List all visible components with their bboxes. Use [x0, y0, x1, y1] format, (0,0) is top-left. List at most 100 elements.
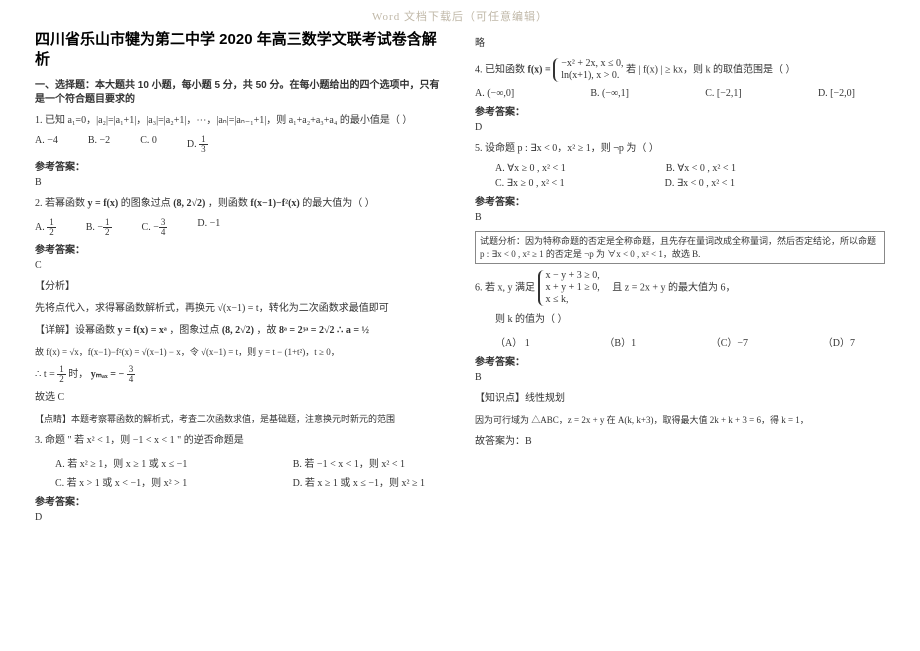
- answer-label: 参考答案：: [35, 241, 445, 256]
- q5-answer: B: [475, 212, 885, 223]
- q1-opt-d-label: D.: [187, 139, 197, 150]
- q4-opt-c: C. [−2,1]: [705, 88, 741, 99]
- q2-options: A. 12 B. −12 C. −34 D. −1: [35, 218, 445, 237]
- q6-opt-a: （A） 1: [495, 334, 530, 349]
- q1-answer: B: [35, 177, 445, 188]
- q2-opt-d: D. −1: [197, 218, 220, 237]
- piece-1: −x² + 2x, x ≤ 0,: [561, 58, 623, 70]
- left-column: 四川省乐山市犍为第二中学 2020 年高三数学文联考试卷含解析 一、选择题：本大…: [20, 30, 460, 531]
- q6-solution-2: 故答案为：B: [475, 434, 885, 450]
- formula: yₘₐₓ = −: [91, 369, 124, 380]
- q2-formula-1: y = f(x): [88, 198, 119, 209]
- fraction-icon: 34: [127, 365, 136, 384]
- constraint-1: x − y + 3 ≥ 0,: [546, 270, 600, 282]
- question-2: 2. 若幂函数 y = f(x) 的图象过点 (8, 2√2) ，则函数 f(x…: [35, 196, 445, 212]
- q3-opt-b: B. 若 −1 < x < 1，则 x² < 1: [293, 455, 445, 470]
- question-3: 3. 命题 " 若 x² < 1，则 −1 < x < 1 " 的逆否命题是: [35, 433, 445, 449]
- q5-opt-c: C. ∃x ≥ 0 , x² < 1: [495, 178, 565, 189]
- q2-line4: ∴ t = 12 时， yₘₐₓ = − 34: [35, 365, 445, 384]
- knowledge-point: 【知识点】线性规划: [475, 391, 885, 407]
- q6-answer: B: [475, 372, 885, 383]
- q4-func: f(x) =: [528, 64, 551, 75]
- answer-label: 参考答案：: [475, 193, 885, 208]
- q4-tail: 若 | f(x) | ≥ kx，则 k 的取值范围是（ ）: [626, 64, 795, 75]
- q2-formula-3: f(x−1)−f²(x): [250, 198, 299, 209]
- q2-conclusion: 故选 C: [35, 390, 445, 406]
- q1-options: A. −4 B. −2 C. 0 D. 1 3: [35, 135, 445, 154]
- fraction-icon: 1 3: [199, 135, 208, 154]
- opt-label: C.: [142, 222, 151, 233]
- q2-detail: 【详解】设幂函数 y = f(x) = xᵃ ，图象过点 (8, 2√2) ，故…: [35, 323, 445, 339]
- opt-label: A.: [35, 222, 45, 233]
- q1-opt-a: A. −4: [35, 135, 58, 154]
- answer-label: 参考答案：: [35, 493, 445, 508]
- constraint-2: x + y + 1 ≥ 0,: [546, 282, 600, 294]
- q2-dianjing: 【点睛】本题考察幂函数的解析式，考查二次函数求值，是基础题，注意换元时新元的范围: [35, 412, 445, 426]
- q2-opt-c: C. −34: [142, 218, 168, 237]
- answer-label: 参考答案：: [35, 158, 445, 173]
- q2-formula-2: (8, 2√2): [173, 198, 205, 209]
- detail-label: 【详解】设幂函数: [35, 325, 115, 336]
- analysis-label: 【分析】: [35, 279, 445, 295]
- question-5: 5. 设命题 p : ∃x < 0，x² ≥ 1，则 ¬p 为（ ）: [475, 141, 885, 157]
- q5-opt-d: D. ∃x < 0 , x² < 1: [665, 178, 735, 189]
- fraction-icon: 12: [57, 365, 66, 384]
- q2-opt-a: A. 12: [35, 218, 56, 237]
- q1-opt-d: D. 1 3: [187, 135, 208, 154]
- answer-label: 参考答案：: [475, 353, 885, 368]
- q5-opt-b: B. ∀x < 0 , x² < 1: [666, 163, 736, 174]
- q4-answer: D: [475, 122, 885, 133]
- q4-opt-b: B. (−∞,1]: [590, 88, 629, 99]
- q4-options: A. (−∞,0] B. (−∞,1] C. [−2,1] D. [−2,0]: [475, 88, 885, 99]
- q6-opt-b: （B）1: [604, 334, 636, 349]
- watermark-text: Word 文档下载后（可任意编辑）: [0, 8, 920, 24]
- q6-opt-d: （D）7: [823, 334, 855, 349]
- q1-opt-b: B. −2: [88, 135, 110, 154]
- piece-2: ln(x+1), x > 0.: [561, 70, 623, 82]
- q3-brief: 略: [475, 36, 885, 52]
- question-6: 6. 若 x, y 满足 x − y + 3 ≥ 0, x + y + 1 ≥ …: [475, 270, 885, 306]
- q3-opt-c: C. 若 x > 1 或 x < −1，则 x² > 1: [55, 474, 187, 489]
- q3-answer: D: [35, 512, 445, 523]
- q6-options: （A） 1 （B）1 （C）−7 （D）7: [495, 334, 885, 349]
- q4-label: 4. 已知函数: [475, 64, 525, 75]
- q5-row1: A. ∀x ≥ 0 , x² < 1 B. ∀x < 0 , x² < 1: [475, 163, 885, 174]
- q5-analysis-box: 试题分析：因为特称命题的否定是全称命题，且先存在量词改成全称量词，然后否定结论，…: [475, 231, 885, 264]
- q6-label: 6. 若 x, y 满足: [475, 282, 535, 293]
- q4-opt-d: D. [−2,0]: [818, 88, 855, 99]
- q6-tail: 且 z = 2x + y 的最大值为 6，: [612, 282, 735, 293]
- piecewise-brace: −x² + 2x, x ≤ 0, ln(x+1), x > 0.: [553, 58, 623, 82]
- text: ∴ t =: [35, 369, 55, 380]
- right-column: 略 4. 已知函数 f(x) = −x² + 2x, x ≤ 0, ln(x+1…: [460, 30, 900, 531]
- formula: y = f(x) = xᵃ: [118, 325, 167, 336]
- q1-opt-c: C. 0: [140, 135, 157, 154]
- q2-part-d: 的最大值为（ ）: [302, 198, 375, 209]
- section-heading: 一、选择题：本大题共 10 小题，每小题 5 分，共 50 分。在每小题给出的四…: [35, 79, 445, 107]
- q6-ask: 则 k 的值为（ ）: [495, 312, 885, 328]
- question-1: 1. 已知 a₁=0，|a₂|=|a₁+1|，|a₃|=|a₂+1|，⋯，|aₙ…: [35, 113, 445, 129]
- q3-opt-d: D. 若 x ≥ 1 或 x ≤ −1，则 x² ≥ 1: [293, 474, 445, 489]
- q2-part-a: 2. 若幂函数: [35, 198, 85, 209]
- formula: (8, 2√2): [222, 325, 254, 336]
- text: ，图象过点: [169, 325, 219, 336]
- text: ，故: [256, 325, 276, 336]
- q3-opt-a: A. 若 x² ≥ 1，则 x ≥ 1 或 x ≤ −1: [55, 455, 187, 470]
- q2-line3: 故 f(x) = √x，f(x−1)−f²(x) = √(x−1) − x，令 …: [35, 345, 445, 359]
- constraint-brace: x − y + 3 ≥ 0, x + y + 1 ≥ 0, x ≤ k,: [538, 270, 600, 306]
- q6-solution-1: 因为可行域为 △ABC，z = 2x + y 在 A(k, k+3)，取得最大值…: [475, 413, 885, 427]
- answer-label: 参考答案：: [475, 103, 885, 118]
- q2-part-b: 的图象过点: [121, 198, 171, 209]
- q6-opt-c: （C）−7: [711, 334, 748, 349]
- q3-row2: C. 若 x > 1 或 x < −1，则 x² > 1 D. 若 x ≥ 1 …: [35, 474, 445, 489]
- formula: 8ᵃ = 2ᶾᵃ = 2√2 ∴ a = ½: [279, 325, 369, 336]
- constraint-3: x ≤ k,: [546, 294, 600, 306]
- q2-answer: C: [35, 260, 445, 271]
- q2-part-c: ，则函数: [208, 198, 248, 209]
- opt-label: B.: [86, 222, 95, 233]
- question-4: 4. 已知函数 f(x) = −x² + 2x, x ≤ 0, ln(x+1),…: [475, 58, 885, 82]
- q4-opt-a: A. (−∞,0]: [475, 88, 514, 99]
- q5-opt-a: A. ∀x ≥ 0 , x² < 1: [495, 163, 566, 174]
- document-title: 四川省乐山市犍为第二中学 2020 年高三数学文联考试卷含解析: [35, 30, 445, 69]
- text: 时，: [68, 369, 88, 380]
- frac-den: 3: [199, 145, 208, 154]
